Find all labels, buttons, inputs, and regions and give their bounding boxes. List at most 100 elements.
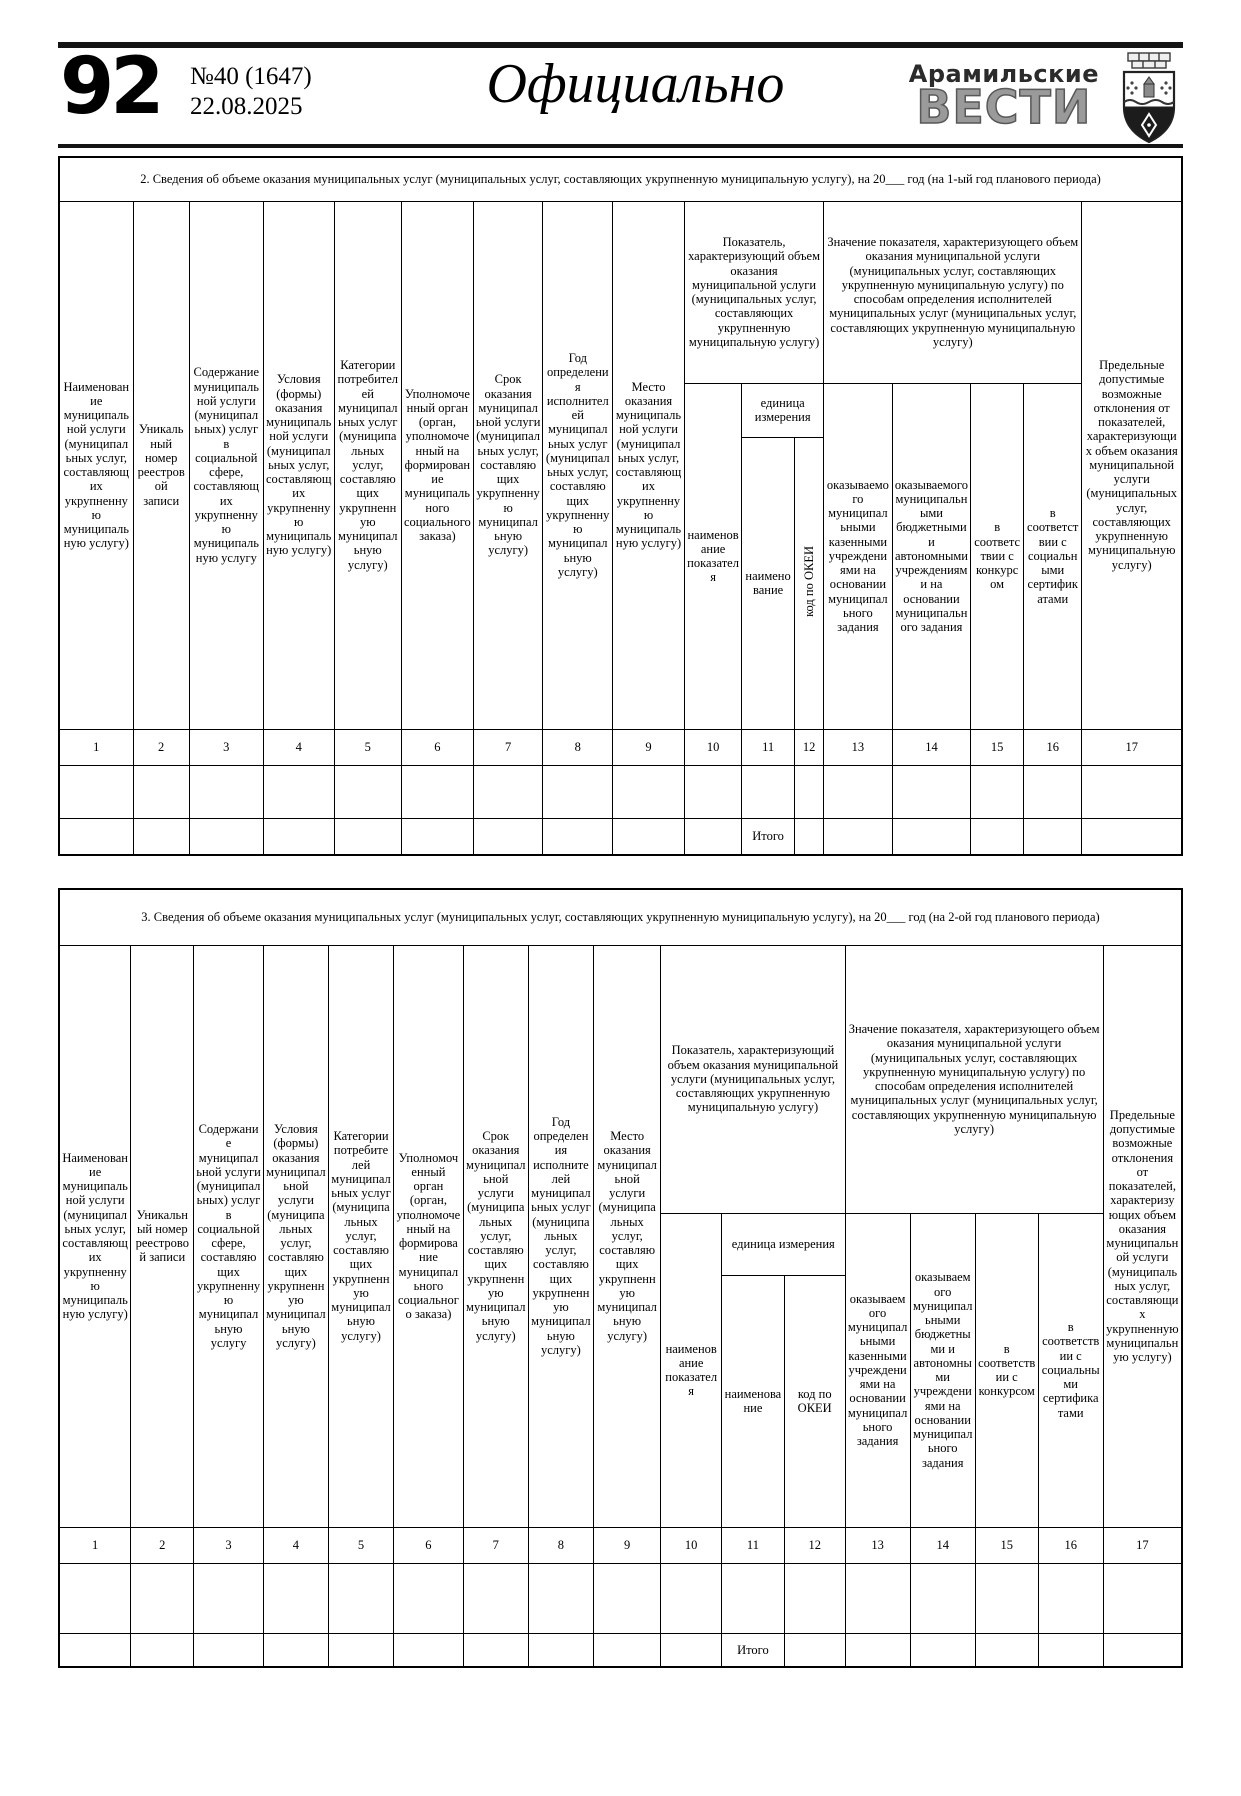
col-header-performer-year: Год определения исполнителей муниципальн… [542,200,614,730]
column-number-cell: 5 [333,728,402,766]
section-heading: Официально [486,53,785,115]
column-number-cell: 10 [660,1526,722,1564]
empty-data-cell [612,817,685,856]
issue-date: 22.08.2025 [190,93,303,120]
column-number-cell: 8 [527,1526,594,1564]
col-header-service-place: Место оказания муниципальной услуги (мун… [592,944,662,1528]
column-number-cell: 3 [193,1526,264,1564]
col-header-registry-number: Уникальный номер реестровой записи [132,200,190,730]
column-number-cell: 2 [130,1526,195,1564]
empty-data-cell [1023,764,1083,819]
column-number-cell: 16 [1023,728,1083,766]
group-header-indicator-value: Значение показателя, характеризующего об… [823,200,1083,384]
empty-data-cell [683,817,743,856]
empty-data-cell [327,1632,395,1668]
empty-data-cell [891,764,972,819]
column-number-cell: 12 [793,728,825,766]
service-volume-table-year2: 3. Сведения об объеме оказания муниципал… [58,888,1183,1668]
empty-data-cell [793,764,825,819]
total-label: Итого [741,817,795,856]
empty-data-cell [1102,1562,1183,1634]
empty-data-cell [130,1632,195,1668]
empty-data-cell [970,764,1025,819]
col-header-okei-code: код по ОКЕИ [783,1274,846,1528]
empty-data-cell [891,817,972,856]
empty-data-cell [193,1632,264,1668]
col-header-registry-number: Уникальный номер реестровой записи [130,944,195,1528]
column-number-cell: 3 [188,728,264,766]
col-header-indicator-name: наименование показателя [683,382,743,730]
empty-data-cell [844,1562,911,1634]
empty-data-cell [400,817,474,856]
col-header-service-conditions: Условия (формы) оказания муниципальной у… [262,200,335,730]
col-header-performer-year: Год определения исполнителей муниципальн… [527,944,594,1528]
column-number-cell: 16 [1037,1526,1104,1564]
total-label: Итого [721,1632,785,1668]
empty-data-cell [130,1562,195,1634]
top-rule [58,42,1183,48]
service-volume-table-year1: 2. Сведения об объеме оказания муниципал… [58,156,1183,856]
empty-data-cell [58,1632,132,1668]
empty-data-cell [612,764,685,819]
column-number-cell: 6 [400,728,474,766]
column-number-cell: 10 [683,728,743,766]
empty-data-cell [542,764,614,819]
column-number-cell: 2 [132,728,190,766]
empty-data-cell [262,1562,329,1634]
col-header-by-tender: в соответствии с конкурсом [974,1212,1039,1528]
column-number-cell: 7 [472,728,544,766]
empty-data-cell [262,764,335,819]
group-header-indicator-value: Значение показателя, характеризующего об… [844,944,1104,1214]
column-number-cell: 9 [612,728,685,766]
column-number-cell: 11 [741,728,795,766]
empty-data-cell [462,1632,529,1668]
empty-data-cell [683,764,743,819]
empty-data-cell [783,1562,846,1634]
col-header-allowed-deviation: Предельные допустимые возможные отклонен… [1081,200,1183,730]
column-number-cell: 4 [262,728,335,766]
empty-data-cell [783,1632,846,1668]
empty-data-cell [262,817,335,856]
empty-data-cell [58,1562,132,1634]
column-number-cell: 17 [1102,1526,1183,1564]
empty-data-cell [592,1562,662,1634]
column-number-cell: 13 [844,1526,911,1564]
coat-of-arms-icon [1122,52,1176,144]
empty-data-cell [393,1632,464,1668]
column-number-cell: 8 [542,728,614,766]
empty-data-cell [660,1562,722,1634]
empty-data-cell [527,1562,594,1634]
empty-data-cell [1037,1632,1104,1668]
col-header-indicator-name: наименование показателя [660,1212,722,1528]
column-number-cell: 14 [891,728,972,766]
newspaper-page: 92 №40 (1647) 22.08.2025 Официально Арам… [0,42,1241,1668]
col-header-service-name: Наименование муниципальной услуги (муниц… [58,944,132,1528]
column-number-cell: 4 [262,1526,329,1564]
col-header-consumer-categories: Категории потребителей муниципальных усл… [333,200,402,730]
empty-data-cell [393,1562,464,1634]
col-header-service-content: Содержание муниципальной услуги (муницип… [193,944,264,1528]
empty-data-cell [188,764,264,819]
column-number-cell: 5 [327,1526,395,1564]
empty-data-cell [527,1632,594,1668]
column-number-cell: 12 [783,1526,846,1564]
column-number-cell: 1 [58,1526,132,1564]
empty-data-cell [741,764,795,819]
group-header-measure-unit: единица измерения [741,382,825,438]
column-number-cell: 15 [970,728,1025,766]
empty-data-cell [472,817,544,856]
col-header-by-tender: в соответствии с конкурсом [970,382,1025,730]
empty-data-cell [333,764,402,819]
empty-data-cell [909,1562,976,1634]
masthead-rule [58,144,1183,148]
empty-data-cell [472,764,544,819]
col-header-budget-institutions: оказываемого муниципальными бюджетными и… [909,1212,976,1528]
empty-data-cell [1081,817,1183,856]
column-number-cell: 15 [974,1526,1039,1564]
empty-data-cell [1023,817,1083,856]
col-header-unit-name: наименование [741,436,795,730]
empty-data-cell [462,1562,529,1634]
col-header-authorized-body: Уполномоченный орган (орган, уполномочен… [393,944,464,1528]
column-number-cell: 1 [58,728,134,766]
group-header-volume-indicator: Показатель, характеризующий объем оказан… [660,944,846,1214]
